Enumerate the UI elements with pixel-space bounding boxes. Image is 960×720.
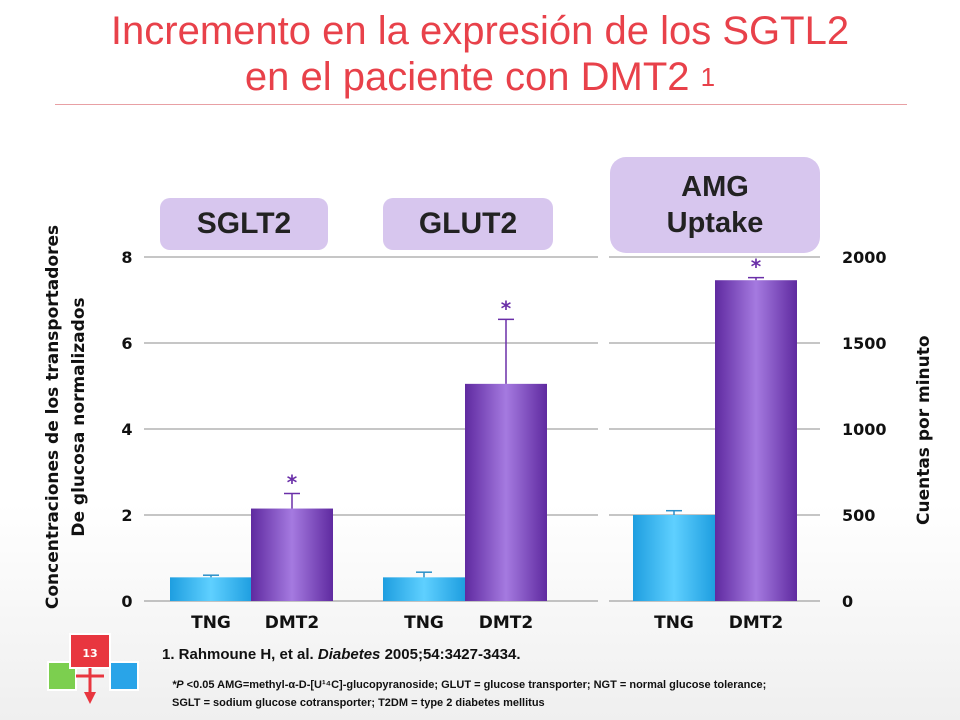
right-y-axis-label-text: Cuentas por minuto (914, 335, 934, 525)
bar-tng (383, 577, 465, 601)
badge-amg-line-1: AMG (681, 171, 749, 203)
title-line-2-text: en el paciente con DMT2 (244, 55, 690, 99)
page-number: 13 (82, 647, 97, 660)
badge-amg-line-2: Uptake (666, 207, 764, 239)
left-y-axis-label: Concentraciones de los transportadores D… (40, 219, 92, 615)
x-category-label: TNG (654, 613, 694, 633)
x-category-label: TNG (191, 613, 231, 633)
reference-citation: 1. Rahmoune H, et al. Diabetes 2005;54:3… (162, 646, 521, 663)
right-y-tick-label: 1500 (842, 334, 887, 353)
left-y-tick-label: 6 (121, 334, 132, 353)
x-category-label: TNG (404, 613, 444, 633)
footnote-abbreviations: *P <0.05 AMG=methyl-α-D-[U¹⁴C]-glucopyra… (172, 676, 952, 712)
footnote-line-1-text: <0.05 AMG=methyl-α-D-[U¹⁴C]-glucopyranos… (183, 679, 767, 691)
title-reference-marker: 1 (700, 62, 716, 92)
badge-amg-uptake: AMG Uptake (610, 157, 820, 253)
bar-dmt2 (715, 280, 797, 601)
left-y-tick-label: 4 (121, 420, 132, 439)
slide-title: Incremento en la expresión de los SGTL2 … (0, 8, 960, 100)
reference-suffix: 2005;54:3427-3434. (380, 646, 521, 663)
significance-marker: * (287, 471, 298, 495)
title-divider (55, 104, 907, 105)
logo-icon: 13 (47, 633, 139, 704)
significance-marker: * (501, 296, 512, 320)
x-category-label: DMT2 (265, 613, 319, 633)
bar-dmt2 (251, 508, 333, 601)
left-y-tick-label: 8 (121, 248, 132, 267)
badge-sglt2: SGLT2 (160, 198, 328, 250)
right-y-tick-label: 2000 (842, 248, 887, 267)
bar-tng (633, 515, 715, 601)
left-y-axis-label-text: Concentraciones de los transportadores D… (43, 224, 89, 610)
bar-dmt2 (465, 383, 547, 601)
left-y-tick-label: 2 (121, 506, 132, 525)
right-y-tick-label: 500 (842, 506, 875, 525)
right-y-tick-label: 1000 (842, 420, 887, 439)
left-y-tick-label: 0 (121, 592, 132, 611)
badge-sglt2-label: SGLT2 (196, 207, 292, 240)
badge-glut2: GLUT2 (383, 198, 553, 250)
significance-marker: * (751, 255, 762, 279)
reference-prefix: 1. Rahmoune H, et al. (162, 646, 318, 663)
title-line-1: Incremento en la expresión de los SGTL2 (110, 9, 850, 53)
footnote-p-symbol: *P (172, 679, 184, 691)
footnote-line-2: SGLT = sodium glucose cotransporter; T2D… (172, 697, 545, 709)
badge-glut2-label: GLUT2 (418, 207, 518, 240)
x-category-label: DMT2 (479, 613, 533, 633)
x-category-label: DMT2 (729, 613, 783, 633)
reference-journal: Diabetes (317, 646, 381, 663)
footnote-line-1: *P <0.05 AMG=methyl-α-D-[U¹⁴C]-glucopyra… (172, 676, 952, 694)
bar-tng (170, 577, 252, 601)
right-y-tick-label: 0 (842, 592, 853, 611)
right-y-axis-label: Cuentas por minuto (914, 335, 934, 525)
title-line-2: en el paciente con DMT2 1 (0, 54, 960, 100)
